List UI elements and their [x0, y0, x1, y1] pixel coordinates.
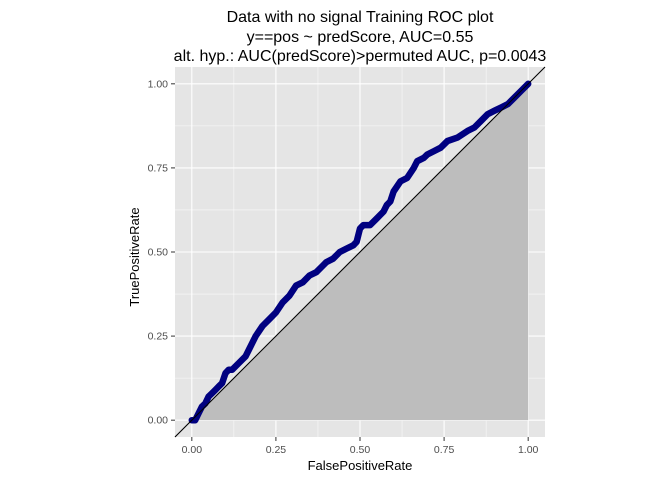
y-axis-title: TruePositiveRate	[127, 207, 142, 306]
x-tick-label-0: 0.00	[182, 444, 203, 456]
x-tick-label-3: 0.75	[434, 444, 455, 456]
plot-area: 0.00 0.25 0.50 0.75 1.00 0.00 0.25 0.50 0.75 1.00	[148, 66, 546, 456]
y-tick-label-4: 1.00	[148, 78, 169, 90]
y-tick-label-3: 0.75	[148, 162, 169, 174]
y-tick-label-2: 0.50	[148, 247, 169, 259]
y-tick-label-1: 0.25	[148, 331, 169, 343]
roc-curve-line	[188, 80, 532, 424]
x-tick-label-4: 1.00	[518, 444, 539, 456]
x-tick-label-1: 0.25	[266, 444, 287, 456]
chart-title-line-2: y==pos ~ predScore, AUC=0.55	[247, 29, 474, 46]
chart-title-line-3: alt. hyp.: AUC(predScore)>permuted AUC, …	[174, 48, 547, 65]
x-axis-title: FalsePositiveRate	[308, 458, 413, 473]
x-tick-label-2: 0.50	[350, 444, 371, 456]
chart-title-line-1: Data with no signal Training ROC plot	[227, 9, 494, 26]
y-tick-label-0: 0.00	[148, 415, 169, 427]
reference-diagonal	[174, 66, 546, 438]
